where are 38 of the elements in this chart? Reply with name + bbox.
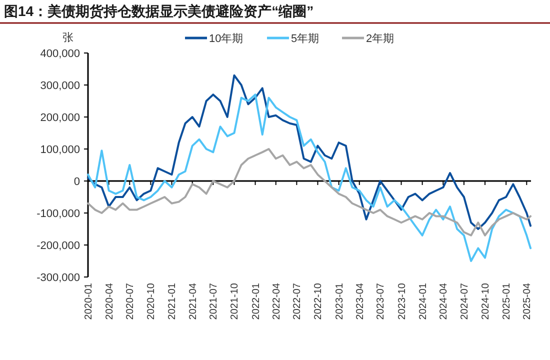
chart-title: 图14：美债期货持仓数据显示美债避险资产“缩圈”: [4, 3, 314, 19]
x-tick-label: 2024-07: [459, 282, 470, 320]
x-tick-label: 2023-10: [396, 282, 408, 320]
x-tick-label: 2021-04: [188, 282, 199, 320]
y-tick-label: -100,000: [36, 208, 80, 220]
x-tick-label: 2023-04: [354, 282, 366, 320]
x-tick-label: 2025-04: [522, 282, 534, 320]
y-tick-label: 0: [74, 176, 80, 188]
x-tick-label: 2020-01: [84, 282, 94, 320]
x-tick-label: 2023-01: [334, 282, 346, 320]
y-tick-label: 400,000: [40, 48, 80, 60]
x-tick-label: 2024-10: [480, 282, 492, 320]
x-tick-label: 2022-04: [271, 282, 282, 320]
x-tick-label: 2021-01: [167, 282, 178, 320]
y-tick-label: -300,000: [36, 272, 80, 284]
x-tick-label: 2021-07: [208, 282, 220, 320]
y-tick-label: 300,000: [40, 80, 80, 92]
y-tick-label: -200,000: [36, 240, 80, 252]
y-tick-label: 200,000: [40, 112, 80, 124]
line-series: [87, 74, 532, 230]
legend-label: 10年期: [209, 32, 244, 45]
y-tick-label: 100,000: [40, 144, 80, 156]
legend-label: 2年期: [366, 32, 394, 45]
x-tick-label: 2022-01: [250, 282, 262, 320]
x-tick-label: 2020-04: [104, 282, 116, 320]
x-tick-label: 2025-01: [502, 282, 513, 320]
line-series: [87, 148, 532, 236]
x-tick-label: 2020-10: [146, 282, 158, 320]
x-tick-label: 2023-07: [376, 282, 387, 320]
x-tick-label: 2024-04: [438, 282, 450, 320]
x-tick-label: 2021-10: [230, 282, 241, 320]
y-axis-title: 张: [62, 31, 74, 44]
x-tick-label: 2022-10: [313, 282, 324, 320]
line-series: [87, 94, 532, 262]
x-tick-label: 2022-07: [292, 282, 304, 320]
legend-label: 5年期: [291, 32, 320, 45]
x-tick-label: 2024-01: [418, 282, 429, 320]
x-tick-label: 2020-07: [125, 282, 136, 320]
